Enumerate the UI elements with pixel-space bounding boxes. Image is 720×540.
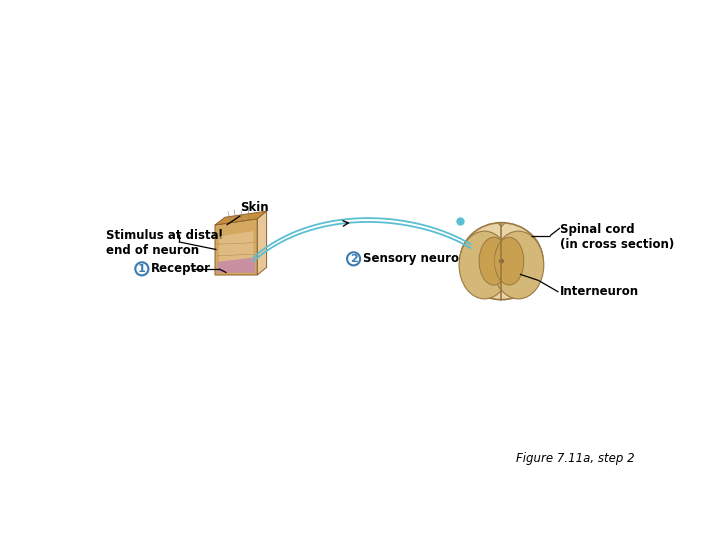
Text: Interneuron: Interneuron [560,286,639,299]
Text: Spinal cord
(in cross section): Spinal cord (in cross section) [560,224,674,252]
Text: Receptor: Receptor [151,262,211,275]
Polygon shape [257,211,266,275]
Ellipse shape [459,231,510,299]
Ellipse shape [495,237,523,285]
Circle shape [347,252,360,265]
Ellipse shape [495,249,508,273]
Polygon shape [217,257,255,273]
Text: Figure 7.11a, step 2: Figure 7.11a, step 2 [516,452,634,465]
Ellipse shape [493,231,544,299]
Text: Stimulus at distal
end of neuron: Stimulus at distal end of neuron [106,229,222,257]
Text: 1: 1 [138,264,145,274]
Ellipse shape [479,237,508,285]
Polygon shape [215,211,266,225]
Polygon shape [215,219,257,275]
Text: Sensory neuron: Sensory neuron [363,252,467,265]
Ellipse shape [460,222,543,300]
Text: Skin: Skin [240,201,269,214]
Ellipse shape [500,259,503,263]
Circle shape [135,262,148,275]
Text: 2: 2 [350,254,357,264]
Polygon shape [219,231,253,269]
